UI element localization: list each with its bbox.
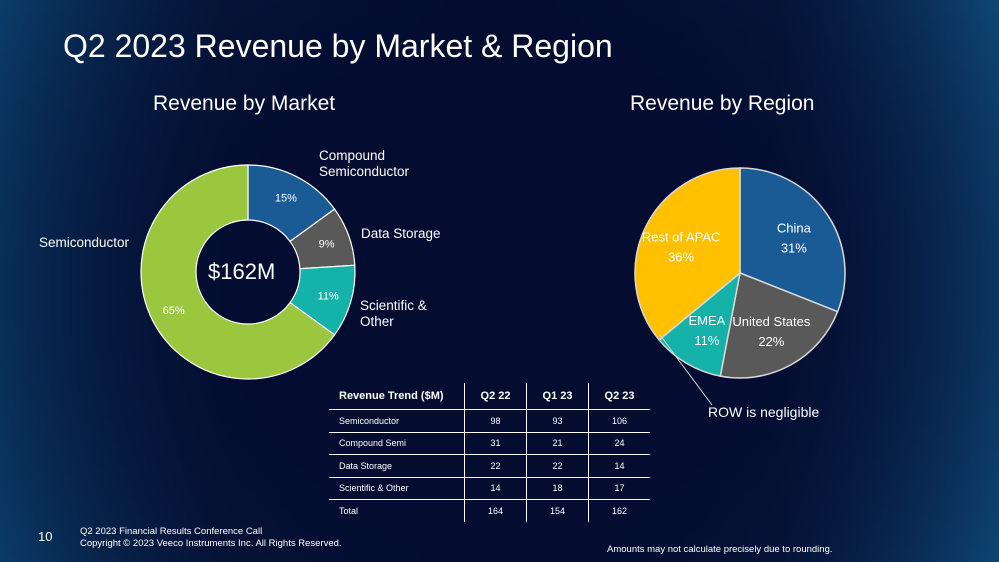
donut-slice-semiconductor <box>140 164 336 380</box>
table-cell: 14 <box>588 454 650 478</box>
donut-center-total: $162M <box>208 259 276 284</box>
table-cell: 106 <box>588 409 650 433</box>
market-label-scientific-other: Scientific & Other <box>360 298 427 329</box>
table-header: Revenue Trend ($M) <box>329 383 465 410</box>
table-cell: 22 <box>526 454 589 478</box>
table-row: Compound Semi 31 21 24 <box>329 432 650 455</box>
table-cell: 18 <box>526 477 589 500</box>
footer-event: Q2 2023 Financial Results Conference Cal… <box>80 526 263 537</box>
pie-slice-name-label: China <box>777 220 812 235</box>
pie-slice-name-label: EMEA <box>688 313 725 328</box>
table-cell: 14 <box>464 477 527 500</box>
market-chart-title: Revenue by Market <box>153 92 336 115</box>
table-cell: 21 <box>526 432 589 455</box>
footer-copyright: Copyright © 2023 Veeco Instruments Inc. … <box>80 538 342 549</box>
table-header-row: Revenue Trend ($M) Q2 22 Q1 23 Q2 23 <box>329 383 650 410</box>
table-cell: Semiconductor <box>329 409 465 433</box>
market-label-compound-semiconductor: Compound Semiconductor <box>319 148 410 179</box>
donut-slice-percent-label: 11% <box>318 290 339 302</box>
table-cell: 24 <box>588 432 650 455</box>
pie-slice-rest-of-apac <box>634 167 741 341</box>
table-cell: Compound Semi <box>329 432 465 455</box>
table-cell: 98 <box>464 409 527 433</box>
row-leader-line <box>659 334 713 406</box>
pie-slice-name-label: United States <box>732 314 811 329</box>
table-cell: 162 <box>588 499 650 522</box>
table-header: Q1 23 <box>526 383 589 410</box>
pie-slice-emea <box>658 271 742 378</box>
market-label-data-storage: Data Storage <box>361 226 441 241</box>
table-header: Q2 23 <box>588 383 650 410</box>
table-cell: 31 <box>464 432 527 455</box>
page-number: 10 <box>38 529 53 544</box>
pie-slice-percent-label: 11% <box>694 333 719 348</box>
pie-slice-percent-label: 36% <box>668 249 694 264</box>
market-label-semiconductor: Semiconductor <box>39 235 130 250</box>
table-cell: Data Storage <box>329 454 465 478</box>
pie-slice-percent-label: 22% <box>758 334 784 349</box>
donut-slice-percent-label: 9% <box>319 239 335 251</box>
table-row: Total 164 154 162 <box>329 499 650 522</box>
revenue-trend-table: Revenue Trend ($M) Q2 22 Q1 23 Q2 23 Sem… <box>329 383 650 522</box>
table-cell: 154 <box>526 499 589 522</box>
pie-slice-united-states <box>719 271 839 379</box>
table-row: Scientific & Other 14 18 17 <box>329 477 650 500</box>
pie-slice-percent-label: 31% <box>781 240 807 255</box>
donut-slice-percent-label: 65% <box>163 305 185 317</box>
pie-slice-china <box>739 167 846 313</box>
table-cell: 17 <box>588 477 650 500</box>
table-cell: Total <box>339 505 359 516</box>
slide-title: Q2 2023 Revenue by Market & Region <box>63 28 613 64</box>
table-cell: Scientific & Other <box>329 477 465 500</box>
table-cell: 22 <box>464 454 527 478</box>
footer: Q2 2023 Financial Results Conference Cal… <box>80 526 342 550</box>
table-header: Q2 22 <box>464 383 527 410</box>
table-row: Semiconductor 98 93 106 <box>329 409 650 433</box>
table-cell: 164 <box>464 499 527 522</box>
table-row: Data Storage 22 22 14 <box>329 454 650 478</box>
table-cell: 93 <box>526 409 589 433</box>
rounding-footnote: Amounts may not calculate precisely due … <box>607 544 833 555</box>
donut-slice-percent-label: 15% <box>275 193 297 205</box>
region-chart-title: Revenue by Region <box>630 92 815 115</box>
row-negligible-note: ROW is negligible <box>708 404 820 420</box>
pie-slice-name-label: Rest of APAC <box>642 229 721 244</box>
